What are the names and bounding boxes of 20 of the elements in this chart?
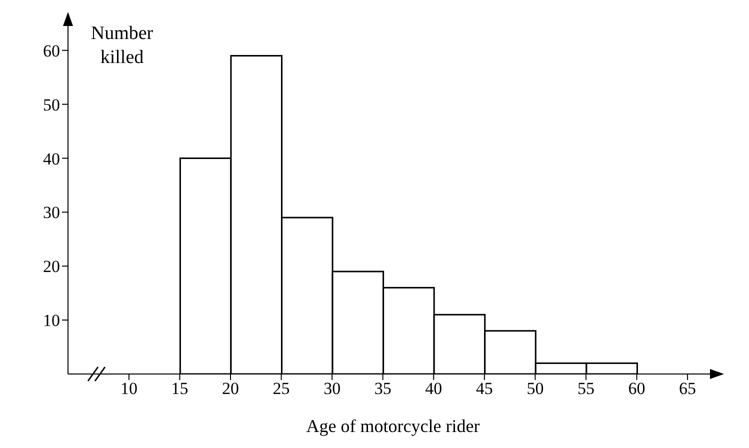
x-tick-label: 45 bbox=[476, 379, 493, 398]
y-tick-label: 50 bbox=[43, 95, 60, 114]
x-tick-label: 50 bbox=[526, 379, 544, 398]
y-tick-label: 60 bbox=[43, 41, 60, 60]
x-tick-label: 20 bbox=[222, 379, 239, 398]
x-tick-label: 55 bbox=[577, 379, 594, 398]
x-tick-label: 10 bbox=[120, 379, 138, 398]
y-tick-label: 40 bbox=[43, 149, 60, 168]
x-axis-title: Age of motorcycle rider bbox=[306, 416, 480, 436]
y-tick-label: 30 bbox=[43, 203, 60, 222]
x-tick-label: 40 bbox=[425, 379, 442, 398]
x-tick-label: 65 bbox=[679, 379, 696, 398]
x-tick-label: 25 bbox=[272, 379, 290, 398]
x-tick-label: 15 bbox=[171, 379, 188, 398]
y-axis-title: Number killed bbox=[90, 22, 154, 70]
x-tick-label: 30 bbox=[324, 379, 341, 398]
x-tick-label: 35 bbox=[374, 379, 392, 398]
y-tick-label: 10 bbox=[43, 311, 60, 330]
x-tick-label: 60 bbox=[628, 379, 646, 398]
y-tick-label: 20 bbox=[43, 257, 60, 276]
